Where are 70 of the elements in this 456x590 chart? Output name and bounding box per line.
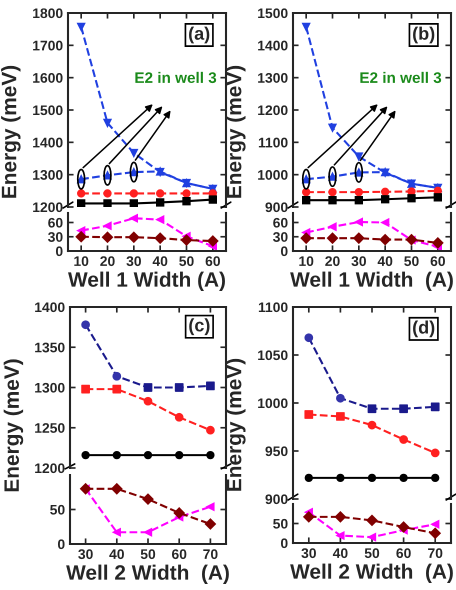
y-tick-label: 0 — [58, 539, 65, 550]
y-tick-label: 1000 — [258, 398, 288, 408]
y-tick-label: 50 — [50, 504, 65, 515]
annotation: (b) — [413, 26, 434, 44]
y-tick-label: 1000 — [258, 170, 288, 180]
x-axis-title: Well 2 Width (A) — [290, 564, 453, 584]
x-tick-label: 60 — [430, 256, 445, 266]
y-tick-label: 950 — [265, 446, 288, 456]
y-tick-label: 1250 — [35, 423, 65, 433]
y-tick-label: 1400 — [33, 138, 63, 148]
x-tick-label: 10 — [74, 256, 88, 266]
y-tick-label: 1500 — [258, 8, 288, 18]
x-tick-label: 60 — [206, 256, 220, 266]
x-tick-label: 60 — [396, 548, 411, 558]
y-tick-label: 1300 — [35, 382, 65, 393]
x-tick-label: 50 — [179, 256, 194, 266]
y-tick-label: 60 — [48, 218, 63, 228]
annotation: (d) — [413, 320, 434, 338]
y-tick-label: 1700 — [33, 40, 63, 51]
x-tick-label: 30 — [126, 256, 141, 266]
x-tick-label: 20 — [100, 256, 115, 266]
y-axis-title: Energy (meV) — [226, 358, 246, 491]
x-axis-title: Well 1 Width (A) — [290, 272, 453, 292]
x-tick-label: 70 — [428, 548, 442, 558]
y-tick-label: 1800 — [33, 8, 63, 18]
x-tick-label: 40 — [378, 256, 392, 266]
x-tick-label: 40 — [152, 256, 168, 266]
annotation: E2 in well 3 — [360, 72, 442, 84]
y-tick-label: 900 — [265, 202, 288, 212]
x-tick-label: 60 — [172, 549, 186, 560]
y-tick-label: 30 — [273, 232, 288, 242]
y-tick-label: 1050 — [258, 350, 288, 360]
y-tick-label: 900 — [265, 494, 288, 504]
annotation: E2 in well 3 — [135, 72, 216, 84]
y-tick-label: 1300 — [33, 170, 63, 180]
annotation: (c) — [189, 318, 210, 336]
y-tick-label: 1100 — [258, 138, 288, 148]
x-tick-label: 70 — [203, 549, 218, 560]
y-axis-title: Energy (meV) — [226, 66, 246, 198]
y-tick-label: 1400 — [258, 40, 288, 51]
y-tick-label: 0 — [280, 246, 288, 256]
y-tick-label: 0 — [56, 246, 63, 256]
y-tick-label: 1200 — [35, 463, 65, 474]
y-tick-label: 0 — [280, 538, 288, 548]
x-tick-label: 50 — [404, 256, 419, 266]
x-tick-label: 50 — [140, 549, 156, 560]
y-tick-label: 30 — [48, 232, 63, 242]
x-tick-label: 50 — [364, 548, 380, 558]
x-tick-label: 30 — [78, 549, 93, 560]
y-axis-title: Energy (meV) — [4, 359, 24, 492]
y-axis-title: Energy (meV) — [1, 66, 21, 198]
x-tick-label: 40 — [332, 548, 348, 558]
y-tick-label: 1400 — [35, 302, 65, 312]
y-tick-label: 50 — [273, 518, 288, 529]
y-tick-label: 1100 — [258, 302, 288, 312]
y-tick-label: 1500 — [33, 105, 63, 116]
y-tick-label: 1350 — [35, 342, 65, 352]
annotation: (a) — [189, 26, 210, 44]
y-tick-label: 1300 — [258, 73, 288, 83]
x-tick-label: 20 — [325, 256, 340, 266]
x-tick-label: 30 — [351, 256, 366, 266]
x-axis-title: Well 2 Width (A) — [66, 564, 229, 584]
y-tick-label: 1200 — [258, 105, 288, 116]
x-tick-label: 10 — [299, 256, 314, 266]
x-tick-label: 30 — [301, 548, 316, 558]
y-tick-label: 60 — [273, 218, 288, 228]
x-axis-title: Well 1 Width (A) — [68, 272, 225, 292]
y-tick-label: 1200 — [33, 202, 63, 212]
x-tick-label: 40 — [109, 549, 124, 560]
y-tick-label: 1600 — [33, 73, 63, 83]
